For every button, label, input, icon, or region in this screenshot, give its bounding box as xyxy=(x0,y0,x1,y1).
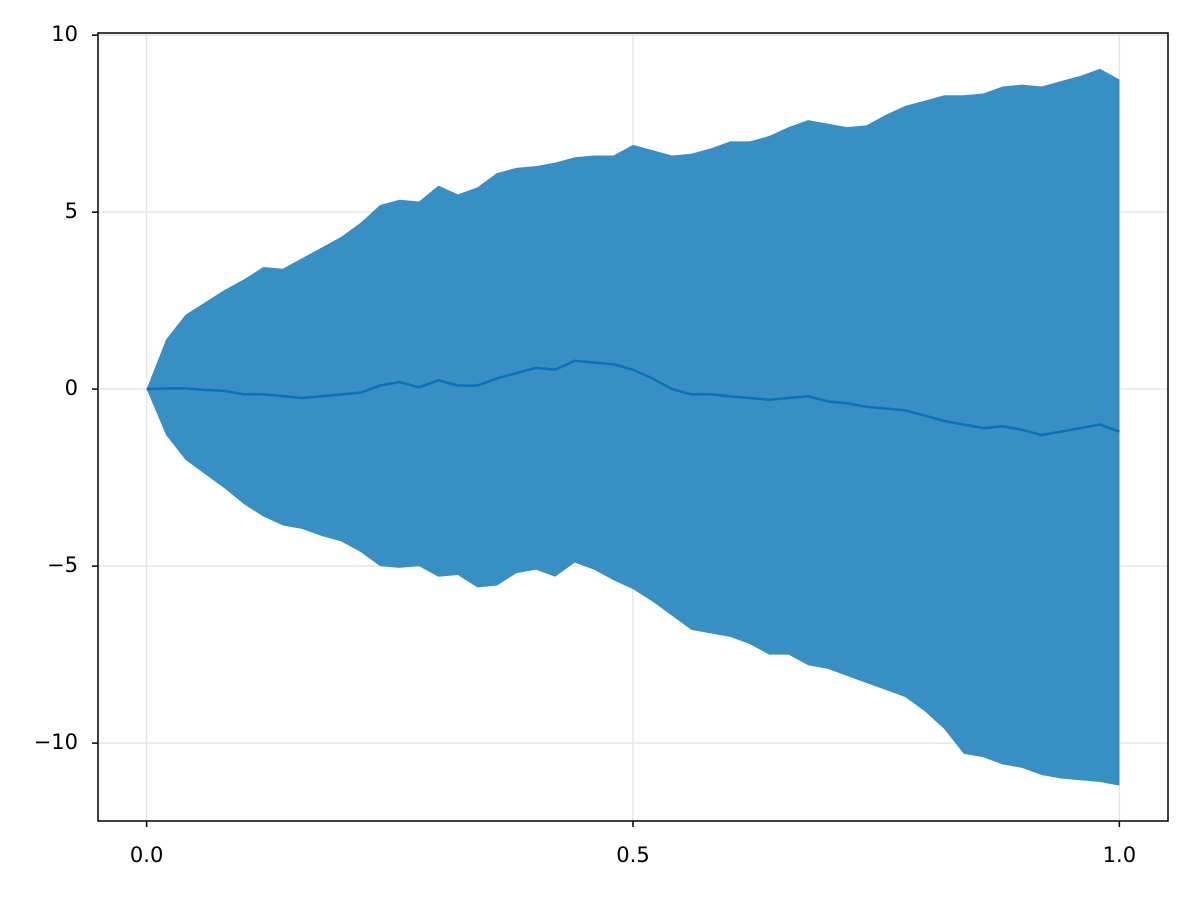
y-tick-label: 0 xyxy=(65,376,78,400)
y-tick-label: 10 xyxy=(51,22,78,46)
y-tick-label: −10 xyxy=(34,730,78,754)
x-tick-label: 0.5 xyxy=(616,843,649,867)
line xyxy=(146,359,1120,437)
plot-frame xyxy=(97,32,1169,822)
band xyxy=(146,68,1120,786)
x-tick-label: 0.0 xyxy=(130,843,163,867)
x-tick-label: 1.0 xyxy=(1103,843,1136,867)
y-tick-label: 5 xyxy=(65,199,78,223)
y-tick-label: −5 xyxy=(47,553,78,577)
